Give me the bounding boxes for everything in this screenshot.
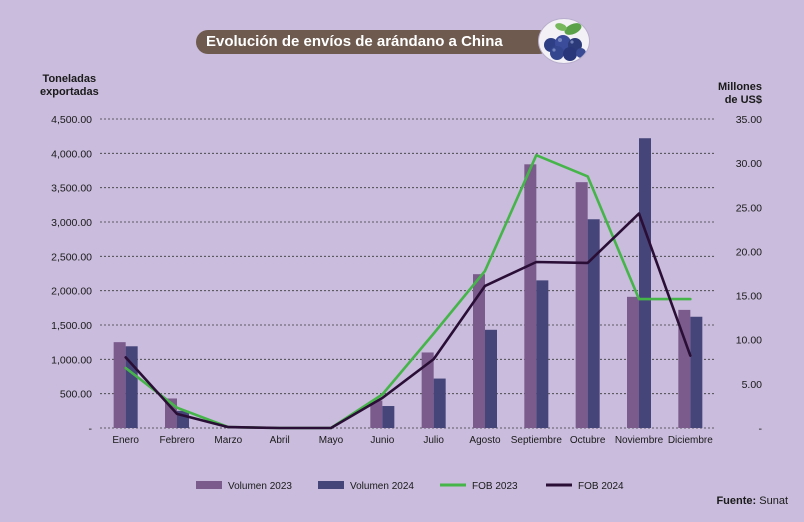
right-tick-label: 15.00 bbox=[736, 291, 762, 303]
x-tick-label: Mayo bbox=[319, 435, 344, 446]
source-label: Fuente: bbox=[716, 495, 757, 507]
grid-lines bbox=[100, 118, 716, 429]
bar-volumen-2023 bbox=[678, 309, 691, 428]
left-tick-label: 3,000.00 bbox=[51, 217, 92, 229]
bar-volumen-2024 bbox=[125, 346, 138, 428]
legend-swatch bbox=[196, 481, 222, 489]
left-tick-label: 1,000.00 bbox=[51, 354, 92, 366]
x-tick-label: Noviembre bbox=[615, 435, 664, 446]
right-tick-label: 20.00 bbox=[736, 246, 762, 258]
bar-volumen-2024 bbox=[382, 406, 395, 428]
left-tick-label: - bbox=[89, 423, 93, 435]
source-value: Sunat bbox=[759, 495, 788, 507]
legend-label: Volumen 2024 bbox=[350, 481, 414, 492]
legend-label: FOB 2023 bbox=[472, 481, 518, 492]
x-tick-label: Agosto bbox=[469, 435, 501, 446]
left-tick-label: 2,000.00 bbox=[51, 286, 92, 298]
right-tick-label: 25.00 bbox=[736, 202, 762, 214]
right-tick-label: 30.00 bbox=[736, 158, 762, 170]
bar-volumen-2024 bbox=[690, 316, 703, 428]
x-tick-label: Septiembre bbox=[511, 435, 563, 446]
left-tick-label: 3,500.00 bbox=[51, 183, 92, 195]
x-tick-label: Julio bbox=[423, 435, 444, 446]
x-tick-label: Marzo bbox=[214, 435, 242, 446]
bar-volumen-2023 bbox=[627, 296, 639, 428]
source-note: Fuente: Sunat bbox=[716, 495, 788, 507]
x-axis-ticks: Enero Febrero Marzo Abril Mayo Junio Julio Agos… bbox=[112, 435, 713, 446]
right-axis-title-line-1: Millones bbox=[717, 81, 762, 93]
chart-title-text: Evolución de envíos de arándano a China bbox=[206, 33, 503, 50]
blueberry-icon bbox=[538, 18, 590, 64]
x-tick-label: Junio bbox=[370, 435, 394, 446]
x-tick-label: Diciembre bbox=[668, 435, 713, 446]
left-tick-label: 4,500.00 bbox=[51, 114, 92, 126]
bar-volumen-2024 bbox=[536, 280, 549, 428]
x-tick-label: Abril bbox=[270, 435, 290, 446]
bar-volumen-2023 bbox=[421, 352, 434, 428]
left-tick-label: 4,000.00 bbox=[51, 148, 92, 160]
right-tick-label: 10.00 bbox=[736, 335, 762, 347]
left-axis-ticks: - 500.00 1,000.00 1,500.00 2,000.00 2,500.00 3… bbox=[51, 114, 92, 435]
bar-volumen-2024 bbox=[485, 329, 497, 428]
legend-label: Volumen 2023 bbox=[228, 481, 292, 492]
left-tick-label: 2,500.00 bbox=[51, 251, 92, 263]
x-tick-label: Octubre bbox=[570, 435, 606, 446]
x-tick-label: Febrero bbox=[159, 435, 194, 446]
bars bbox=[113, 138, 703, 428]
right-axis-title-line-2: de US$ bbox=[724, 94, 762, 106]
series-lines bbox=[124, 153, 692, 430]
bar-volumen-2023 bbox=[473, 274, 485, 428]
left-tick-label: 500.00 bbox=[60, 389, 92, 401]
line-fob-2023 bbox=[124, 153, 692, 430]
left-axis-title-line-1: Toneladas bbox=[42, 73, 97, 85]
right-tick-label: - bbox=[759, 423, 763, 435]
bar-volumen-2023 bbox=[524, 164, 537, 428]
left-axis-title: Toneladas exportadas bbox=[40, 73, 99, 99]
right-axis-ticks: - 5.00 10.00 15.00 20.00 25.00 30.00 35.00 bbox=[736, 114, 763, 435]
bar-volumen-2023 bbox=[113, 342, 126, 428]
bar-volumen-2023 bbox=[575, 182, 588, 428]
bar-volumen-2024 bbox=[433, 378, 446, 428]
right-axis-title: Millones de US$ bbox=[712, 81, 762, 107]
legend: Volumen 2023 Volumen 2024 FOB 2023 FOB 2024 bbox=[196, 481, 624, 492]
left-axis-title-line-2: exportadas bbox=[40, 86, 99, 98]
bar-volumen-2024 bbox=[639, 138, 651, 428]
x-tick-label: Enero bbox=[112, 435, 139, 446]
bar-volumen-2024 bbox=[587, 219, 600, 428]
left-tick-label: 1,500.00 bbox=[51, 320, 92, 332]
line-fob-2024 bbox=[124, 212, 692, 430]
legend-label: FOB 2024 bbox=[578, 481, 624, 492]
bar-volumen-2023 bbox=[370, 400, 383, 428]
right-tick-label: 35.00 bbox=[736, 114, 762, 126]
right-tick-label: 5.00 bbox=[742, 379, 763, 391]
legend-swatch bbox=[318, 481, 344, 489]
chart-title: Evolución de envíos de arándano a China bbox=[196, 30, 551, 54]
